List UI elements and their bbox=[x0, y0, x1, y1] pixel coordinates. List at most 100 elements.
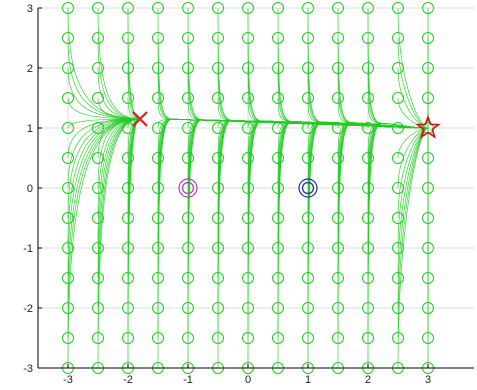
x-tick-label: 0 bbox=[245, 374, 251, 386]
start-marker bbox=[362, 212, 374, 224]
axes bbox=[37, 7, 474, 369]
repeller-marker-inner bbox=[181, 181, 195, 195]
start-marker bbox=[122, 212, 134, 224]
x-tick-label: -2 bbox=[123, 374, 133, 386]
attractor-marker-outer bbox=[298, 178, 318, 198]
start-marker bbox=[152, 92, 164, 104]
x-tick-label: -3 bbox=[63, 374, 73, 386]
start-marker bbox=[122, 242, 134, 254]
start-marker bbox=[62, 32, 74, 44]
start-marker bbox=[272, 152, 284, 164]
start-marker bbox=[92, 32, 104, 44]
start-marker bbox=[242, 332, 254, 344]
start-marker bbox=[182, 92, 194, 104]
start-marker bbox=[362, 152, 374, 164]
start-marker bbox=[392, 92, 404, 104]
start-marker bbox=[422, 332, 434, 344]
start-marker bbox=[242, 152, 254, 164]
start-marker bbox=[122, 62, 134, 74]
y-tick-label: 3 bbox=[27, 3, 33, 15]
start-marker bbox=[302, 272, 314, 284]
start-marker bbox=[182, 2, 194, 14]
start-marker bbox=[92, 242, 104, 254]
start-marker bbox=[212, 302, 224, 314]
start-marker bbox=[272, 2, 284, 14]
start-marker bbox=[182, 32, 194, 44]
start-marker bbox=[362, 302, 374, 314]
start-marker bbox=[422, 242, 434, 254]
start-marker bbox=[302, 242, 314, 254]
start-marker bbox=[92, 122, 104, 134]
trajectory-line bbox=[97, 118, 141, 249]
start-marker bbox=[242, 122, 254, 134]
start-marker bbox=[422, 302, 434, 314]
start-marker bbox=[392, 242, 404, 254]
start-marker bbox=[392, 272, 404, 284]
start-marker bbox=[332, 272, 344, 284]
start-marker bbox=[122, 2, 134, 14]
start-marker bbox=[182, 212, 194, 224]
x-tick-label: 1 bbox=[305, 374, 311, 386]
start-marker bbox=[302, 92, 314, 104]
start-marker bbox=[62, 332, 74, 344]
start-marker bbox=[332, 332, 344, 344]
start-marker bbox=[152, 2, 164, 14]
start-marker bbox=[152, 152, 164, 164]
start-marker bbox=[362, 182, 374, 194]
start-marker bbox=[332, 62, 344, 74]
start-marker bbox=[182, 332, 194, 344]
trajectory-line bbox=[397, 127, 429, 279]
start-marker bbox=[242, 242, 254, 254]
y-tick-labels: -3 -2 -1 0 1 2 3 bbox=[23, 3, 33, 375]
start-marker bbox=[62, 212, 74, 224]
start-marker bbox=[242, 272, 254, 284]
start-marker bbox=[212, 152, 224, 164]
start-marker bbox=[362, 332, 374, 344]
start-marker bbox=[182, 242, 194, 254]
start-marker bbox=[92, 212, 104, 224]
start-marker bbox=[212, 122, 224, 134]
start-marker bbox=[242, 2, 254, 14]
start-marker bbox=[422, 152, 434, 164]
y-tick-label: 0 bbox=[27, 183, 33, 195]
start-marker bbox=[422, 2, 434, 14]
start-marker bbox=[332, 32, 344, 44]
start-marker bbox=[122, 122, 134, 134]
start-marker bbox=[362, 272, 374, 284]
start-marker bbox=[332, 242, 344, 254]
start-marker bbox=[212, 32, 224, 44]
start-marker bbox=[62, 302, 74, 314]
start-marker bbox=[332, 212, 344, 224]
start-marker bbox=[182, 62, 194, 74]
start-marker bbox=[392, 302, 404, 314]
start-marker bbox=[302, 302, 314, 314]
start-marker bbox=[272, 332, 284, 344]
start-marker bbox=[182, 302, 194, 314]
start-marker bbox=[182, 272, 194, 284]
start-marker bbox=[242, 92, 254, 104]
start-marker bbox=[92, 332, 104, 344]
start-marker bbox=[362, 242, 374, 254]
trajectory-line bbox=[67, 7, 141, 120]
start-marker bbox=[362, 122, 374, 134]
star-marker bbox=[415, 114, 441, 139]
start-marker bbox=[182, 122, 194, 134]
start-marker bbox=[62, 122, 74, 134]
start-marker bbox=[212, 332, 224, 344]
x-tick-label: 3 bbox=[425, 374, 431, 386]
start-marker bbox=[212, 212, 224, 224]
start-markers bbox=[62, 2, 434, 374]
trajectory-line bbox=[97, 118, 141, 219]
start-marker bbox=[92, 62, 104, 74]
start-marker bbox=[422, 272, 434, 284]
trajectory-line bbox=[337, 7, 429, 129]
trajectory-line bbox=[97, 7, 141, 120]
start-marker bbox=[302, 212, 314, 224]
start-marker bbox=[152, 302, 164, 314]
start-marker bbox=[272, 62, 284, 74]
start-marker bbox=[182, 152, 194, 164]
start-marker bbox=[392, 62, 404, 74]
start-marker bbox=[332, 92, 344, 104]
start-marker bbox=[392, 182, 404, 194]
